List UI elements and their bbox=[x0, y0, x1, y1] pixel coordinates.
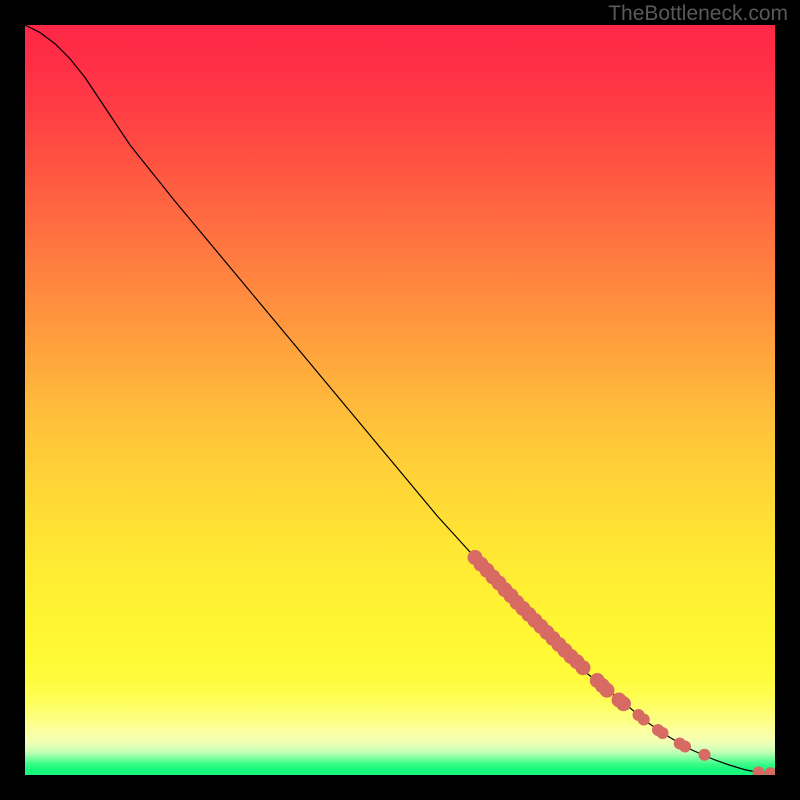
data-point bbox=[616, 696, 631, 711]
chart-container bbox=[25, 25, 775, 775]
data-point bbox=[699, 749, 711, 761]
data-point bbox=[679, 741, 691, 753]
data-point bbox=[576, 660, 591, 675]
data-point bbox=[657, 727, 669, 739]
data-point bbox=[638, 714, 650, 726]
data-point bbox=[600, 683, 615, 698]
gradient-background bbox=[25, 25, 775, 775]
watermark-text: TheBottleneck.com bbox=[608, 2, 788, 26]
chart-svg bbox=[25, 25, 775, 775]
